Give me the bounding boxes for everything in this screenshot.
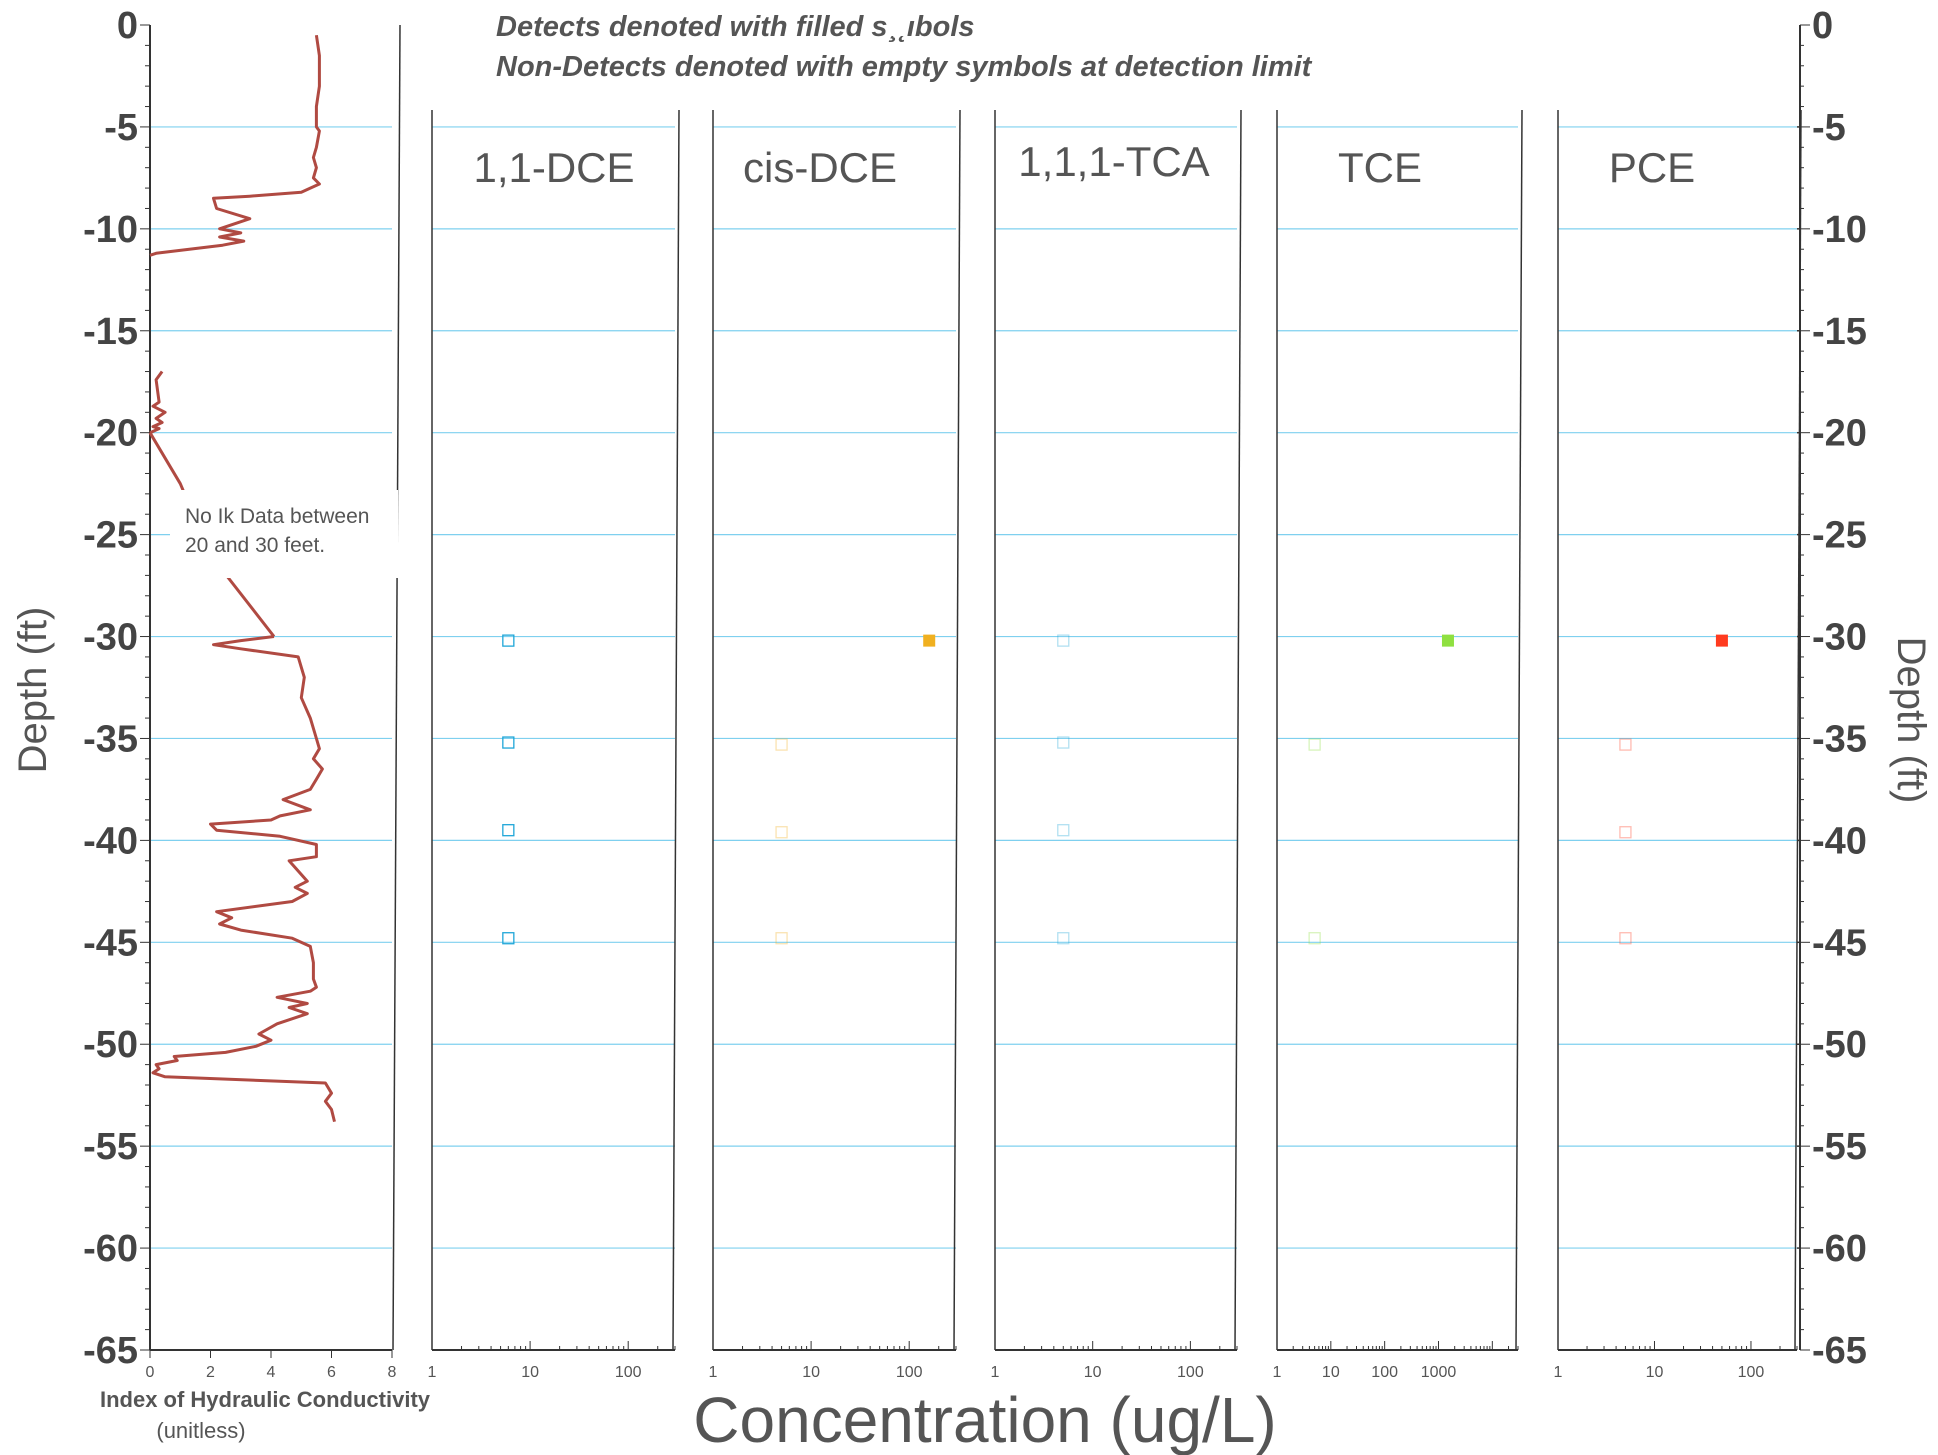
ik-series-3 [151,635,336,1123]
panel-title-11dce: 1,1-DCE [473,144,634,191]
ik-right-border [392,24,401,1351]
right-depth-tick-labels: 0 -5 -10 -15 -20 -25 -30 -35 -40 -45 -50 -55 -60 -65 [1812,5,1867,1372]
right-depth-tick-label: -40 [1812,820,1867,862]
panel-x-tick-label-tca111: 10 [1084,1364,1102,1381]
nondetect-point-dce11 [502,824,515,837]
left-depth-tick-label: -15 [83,311,138,353]
right-depth-tick-label: -50 [1812,1024,1867,1066]
panel-right-border-dce11 [672,109,680,1351]
panel-right-border-cisdce [953,109,961,1351]
right-depth-tick-label: -45 [1812,922,1867,964]
nondetect-point-tce [1308,932,1321,945]
axes [140,24,1810,1358]
ik-x-axis-label: Index of Hydraulic Conductivity [100,1387,431,1412]
nondetect-point-cisdce [775,826,788,839]
left-depth-tick-label: 0 [117,5,138,47]
nondetect-point-tca111 [1057,824,1070,837]
right-depth-tick-label: -20 [1812,413,1867,455]
panel-x-tick-label-pce: 10 [1646,1364,1664,1381]
annotation-line-1: No Ik Data between [185,505,369,528]
legend-note-filled: Detects denoted with filled s¸˛ıbols [496,11,975,43]
detect-point-pce [1715,634,1728,647]
nondetect-point-tce [1308,738,1321,751]
panel-x-tick-label-pce: 100 [1738,1364,1765,1381]
nondetect-point-dce11 [502,932,515,945]
right-depth-tick-label: -60 [1812,1228,1867,1270]
panel-title-pce: PCE [1609,144,1695,191]
left-depth-tick-label: -50 [83,1024,138,1066]
nondetect-point-cisdce [775,932,788,945]
panel-x-tick-label-tce: 100 [1371,1364,1398,1381]
left-depth-tick-label: -60 [83,1228,138,1270]
annotation-line-2: 20 and 30 feet. [185,534,325,557]
panel-x-tick-label-dce11: 10 [521,1364,539,1381]
data-marks [148,34,1728,1123]
left-depth-tick-label: -25 [83,515,138,557]
panel-x-tick-label-tca111: 100 [1177,1364,1204,1381]
panel-x-tick-label-cisdce: 100 [896,1364,923,1381]
panel-x-tick-label-pce: 1 [1554,1364,1563,1381]
panel-x-tick-label-cisdce: 1 [709,1364,718,1381]
detect-point-tce [1441,634,1454,647]
right-depth-tick-label: -15 [1812,311,1867,353]
gridlines [150,126,1797,1249]
ik-x-tick-label: 8 [388,1364,397,1381]
nondetect-point-dce11 [502,634,515,647]
panel-title-cisdce: cis-DCE [743,144,897,191]
left-depth-tick-label: -30 [83,617,138,659]
panel-right-border-tce [1515,109,1523,1351]
left-depth-tick-label: -45 [83,922,138,964]
left-depth-tick-label: -55 [83,1126,138,1168]
legend-note-empty: Non-Detects denoted with empty symbols a… [496,51,1313,83]
ik-series-0 [149,34,321,257]
right-depth-tick-label: -65 [1812,1330,1867,1372]
left-depth-tick-label: -20 [83,413,138,455]
annotation-box [170,490,398,578]
panel-title-111tca: 1,1,1-TCA [1018,138,1209,185]
nondetect-point-tca111 [1057,736,1070,749]
left-y-axis-label: Depth (ft) [11,607,55,774]
concentration-x-axis-label: Concentration (ug/L) [693,1384,1276,1455]
ik-series-1 [149,370,167,435]
ik-x-tick-label: 2 [206,1364,215,1381]
nondetect-point-tca111 [1057,932,1070,945]
right-depth-tick-label: -35 [1812,718,1867,760]
left-depth-tick-labels: 0 -5 -10 -15 -20 -25 -30 -35 -40 -45 -50 -55 -60 -65 [83,5,138,1372]
panel-x-tick-label-cisdce: 10 [802,1364,820,1381]
nondetect-point-tca111 [1057,634,1070,647]
left-depth-tick-label: -40 [83,820,138,862]
panel-x-tick-label-tca111: 1 [991,1364,1000,1381]
x-tick-labels: 0 2 4 6 8 1 10 100 1 10 100 1 10 100 1 10 100 1000 1 10 100 [146,1364,1765,1381]
nondetect-point-dce11 [502,736,515,749]
nondetect-point-cisdce [775,738,788,751]
ik-x-tick-label: 0 [146,1364,155,1381]
ik-x-axis-units: (unitless) [156,1418,245,1443]
panel-x-tick-label-dce11: 100 [615,1364,642,1381]
left-depth-tick-label: -65 [83,1330,138,1372]
ik-x-tick-label: 6 [327,1364,336,1381]
panel-x-tick-label-tce: 10 [1322,1364,1340,1381]
panel-right-border-pce [1794,109,1802,1351]
left-depth-tick-label: -5 [104,107,138,149]
panel-right-border-tca111 [1234,109,1242,1351]
panel-x-tick-label-dce11: 1 [428,1364,437,1381]
right-depth-tick-label: -10 [1812,209,1867,251]
right-depth-tick-label: -55 [1812,1126,1867,1168]
right-depth-tick-label: -5 [1812,107,1846,149]
nondetect-point-pce [1619,738,1632,751]
right-depth-tick-label: 0 [1812,5,1833,47]
nondetect-point-pce [1619,932,1632,945]
right-depth-tick-label: -25 [1812,515,1867,557]
right-y-axis-label: Depth (ft) [1889,637,1933,804]
panel-x-tick-label-tce: 1000 [1421,1364,1457,1381]
left-depth-tick-label: -10 [83,209,138,251]
panel-title-tce: TCE [1338,144,1422,191]
detect-point-cisdce [923,634,936,647]
nondetect-point-pce [1619,826,1632,839]
right-depth-tick-label: -30 [1812,617,1867,659]
left-depth-tick-label: -35 [83,718,138,760]
ik-x-tick-label: 4 [267,1364,276,1381]
panel-x-tick-label-tce: 1 [1273,1364,1282,1381]
